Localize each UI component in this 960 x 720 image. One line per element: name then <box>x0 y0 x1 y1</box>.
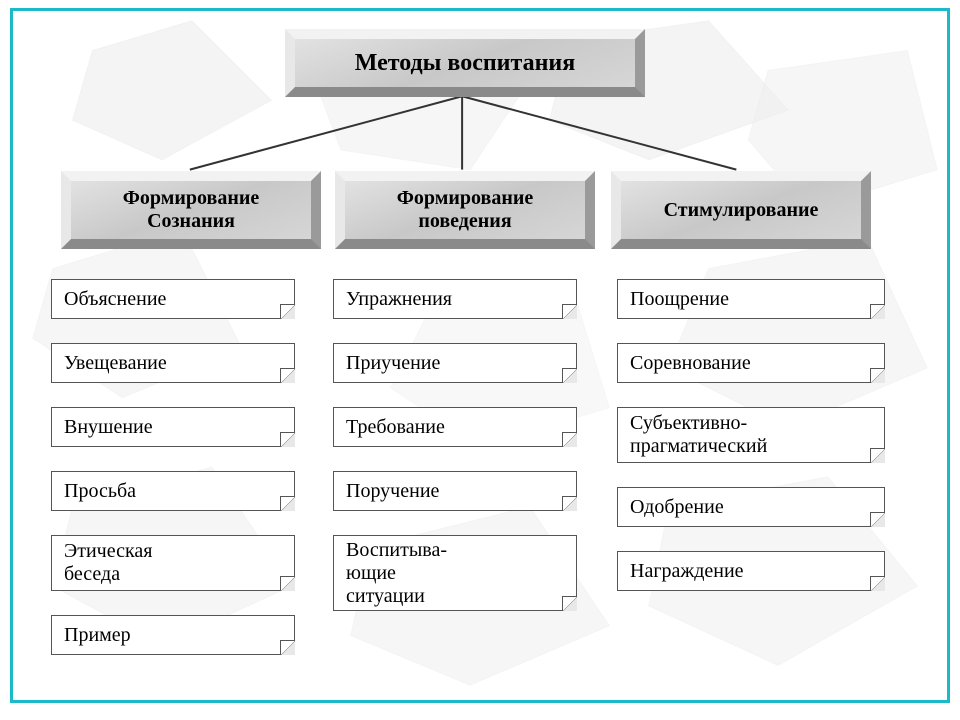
category-node-2: Формирование поведения <box>335 171 595 249</box>
note-label: Поручение <box>346 480 439 503</box>
note-label: Просьба <box>64 480 136 503</box>
category-label: Стимулирование <box>664 199 819 222</box>
note-label: Внушение <box>64 416 153 439</box>
note-item: Просьба <box>51 471 295 511</box>
note-label: Поощрение <box>630 288 729 311</box>
category-node-3: Стимулирование <box>611 171 871 249</box>
note-item: Внушение <box>51 407 295 447</box>
note-item: Объяснение <box>51 279 295 319</box>
note-item: Воспитыва- ющие ситуации <box>333 535 577 611</box>
note-item: Поручение <box>333 471 577 511</box>
note-item: Пример <box>51 615 295 655</box>
note-label: Этическая беседа <box>64 540 152 586</box>
note-item: Награждение <box>617 551 885 591</box>
note-label: Приучение <box>346 352 440 375</box>
category-label: Формирование поведения <box>397 187 534 233</box>
root-label: Методы воспитания <box>355 50 575 77</box>
note-item: Этическая беседа <box>51 535 295 591</box>
note-item: Увещевание <box>51 343 295 383</box>
note-item: Поощрение <box>617 279 885 319</box>
note-label: Субъективно- прагматический <box>630 412 767 458</box>
diagram-content: Методы воспитания Формирование Сознания Ф… <box>13 11 947 700</box>
note-item: Субъективно- прагматический <box>617 407 885 463</box>
note-label: Пример <box>64 624 131 647</box>
note-label: Требование <box>346 416 445 439</box>
note-label: Упражнения <box>346 288 452 311</box>
note-item: Упражнения <box>333 279 577 319</box>
note-label: Объяснение <box>64 288 166 311</box>
note-label: Увещевание <box>64 352 167 375</box>
diagram-frame: Методы воспитания Формирование Сознания Ф… <box>10 8 950 703</box>
note-label: Награждение <box>630 560 744 583</box>
note-label: Воспитыва- ющие ситуации <box>346 539 447 608</box>
category-label: Формирование Сознания <box>123 187 260 233</box>
category-node-1: Формирование Сознания <box>61 171 321 249</box>
note-item: Требование <box>333 407 577 447</box>
root-node: Методы воспитания <box>285 29 645 97</box>
note-label: Соревнование <box>630 352 751 375</box>
note-item: Приучение <box>333 343 577 383</box>
note-label: Одобрение <box>630 496 724 519</box>
note-item: Одобрение <box>617 487 885 527</box>
note-item: Соревнование <box>617 343 885 383</box>
